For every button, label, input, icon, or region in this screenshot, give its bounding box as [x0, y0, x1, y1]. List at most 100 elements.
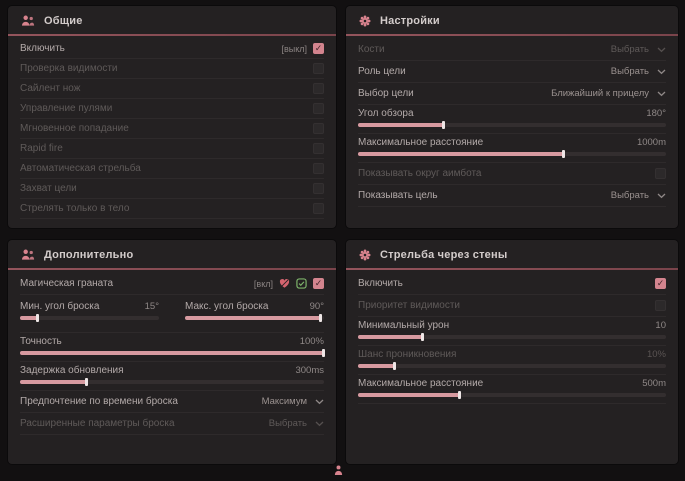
- panel-body: Включить Приоритет видимости Минимальный у…: [346, 270, 678, 464]
- row-advanced-throw-params[interactable]: Расширенные параметры броска Выбрать: [20, 413, 324, 435]
- slider[interactable]: [185, 314, 324, 322]
- panel-title: Дополнительно: [44, 249, 134, 261]
- row-target-select[interactable]: Выбор цели Ближайший к прицелу: [358, 83, 666, 105]
- slider-value: 1000m: [636, 137, 666, 148]
- dropdown[interactable]: Максимум: [262, 396, 324, 407]
- row-bullet-control[interactable]: Управление пулями: [20, 99, 324, 119]
- checkbox[interactable]: [313, 63, 324, 74]
- slider-handle[interactable]: [392, 362, 396, 370]
- checkbox[interactable]: [655, 300, 666, 311]
- row-instant-hit[interactable]: Мгновенное попадание: [20, 119, 324, 139]
- row-rapid-fire[interactable]: Rapid fire: [20, 139, 324, 159]
- chevron-down-icon: [657, 69, 666, 75]
- row-label: Автоматическая стрельба: [20, 163, 141, 174]
- slider[interactable]: [358, 121, 666, 129]
- row-label: Включить: [358, 278, 403, 289]
- row-label: Кости: [358, 44, 385, 55]
- row-target-role[interactable]: Роль цели Выбрать: [358, 61, 666, 83]
- slider[interactable]: [358, 362, 666, 370]
- row-label: Сайлент нож: [20, 83, 81, 94]
- row-visibility-priority[interactable]: Приоритет видимости: [358, 295, 666, 317]
- panel-grid: Общие Включить [выкл] Проверка видимости Са…: [8, 6, 678, 464]
- slider[interactable]: [358, 391, 666, 399]
- slider-handle[interactable]: [420, 333, 424, 341]
- slider-value: 15°: [144, 301, 159, 312]
- row-auto-fire[interactable]: Автоматическая стрельба: [20, 159, 324, 179]
- checkbox[interactable]: [313, 143, 324, 154]
- row-max-throw-angle: Макс. угол броска 90°: [185, 298, 324, 326]
- slider-handle[interactable]: [319, 314, 323, 322]
- checkbox[interactable]: [313, 278, 324, 289]
- row-penetration-chance: Шанс проникновения 10%: [358, 346, 666, 375]
- checkbox[interactable]: [655, 278, 666, 289]
- row-label: Выбор цели: [358, 88, 414, 99]
- dropdown-value: Выбрать: [610, 66, 649, 77]
- row-body-only[interactable]: Стрелять только в тело: [20, 199, 324, 219]
- panel-body: Магическая граната [вкл] Мин. угол броска 1…: [8, 270, 336, 464]
- slider-label: Минимальный урон: [358, 320, 450, 331]
- slider-value: 500m: [642, 378, 666, 389]
- slider[interactable]: [20, 378, 324, 386]
- dropdown[interactable]: Ближайший к прицелу: [551, 88, 666, 99]
- row-enable[interactable]: Включить [выкл]: [20, 39, 324, 59]
- row-target-lock[interactable]: Захват цели: [20, 179, 324, 199]
- slider[interactable]: [20, 349, 325, 357]
- heart-icon: [279, 278, 290, 289]
- slider-handle[interactable]: [457, 391, 461, 399]
- row-min-throw-angle: Мин. угол броска 15°: [20, 298, 159, 326]
- dropdown[interactable]: Выбрать: [611, 44, 666, 55]
- chevron-down-icon: [657, 91, 666, 97]
- slider[interactable]: [20, 314, 159, 322]
- row-throw-time-preference[interactable]: Предпочтение по времени броска Максимум: [20, 391, 324, 413]
- slider-handle[interactable]: [84, 378, 88, 386]
- header-accent-line: [346, 34, 678, 36]
- checkbox[interactable]: [313, 123, 324, 134]
- slider-handle[interactable]: [36, 314, 40, 322]
- row-enable[interactable]: Включить: [358, 273, 666, 295]
- slider-handle[interactable]: [322, 349, 325, 357]
- slider-label: Мин. угол броска: [20, 301, 100, 312]
- checkbox[interactable]: [313, 183, 324, 194]
- dropdown-value: Выбрать: [610, 44, 649, 55]
- row-label: Показывать округ аимбота: [358, 168, 482, 179]
- row-label: Показывать цель: [358, 190, 438, 201]
- checkbox[interactable]: [313, 163, 324, 174]
- row-magic-grenade[interactable]: Магическая граната [вкл]: [20, 273, 324, 295]
- slider-handle[interactable]: [562, 150, 566, 158]
- row-show-target[interactable]: Показывать цель Выбрать: [358, 185, 666, 207]
- dropdown[interactable]: Выбрать: [611, 66, 666, 77]
- row-label: Мгновенное попадание: [20, 123, 129, 134]
- slider-value: 100%: [299, 336, 324, 347]
- checkbox[interactable]: [655, 168, 666, 179]
- row-accuracy: Точность 100%: [20, 333, 325, 362]
- slider[interactable]: [358, 150, 666, 158]
- checkbox[interactable]: [313, 43, 324, 54]
- slider[interactable]: [358, 333, 666, 341]
- slider-handle[interactable]: [442, 121, 446, 129]
- chevron-down-icon: [315, 421, 324, 427]
- panel-general: Общие Включить [выкл] Проверка видимости Са…: [8, 6, 336, 228]
- checkbox[interactable]: [313, 103, 324, 114]
- checkbox[interactable]: [313, 83, 324, 94]
- row-label: Захват цели: [20, 183, 77, 194]
- slider-label: Точность: [20, 336, 62, 347]
- header-accent-line: [346, 268, 678, 270]
- checkbox[interactable]: [313, 203, 324, 214]
- row-update-delay: Задержка обновления 300ms: [20, 362, 324, 391]
- row-label: Проверка видимости: [20, 63, 118, 74]
- row-label: Приоритет видимости: [358, 300, 461, 311]
- row-show-aimbot-circle[interactable]: Показывать округ аимбота: [358, 163, 666, 185]
- panel-header: Дополнительно: [8, 240, 336, 268]
- slider-value: 10: [655, 320, 666, 331]
- dropdown[interactable]: Выбрать: [269, 418, 324, 429]
- people-icon: [21, 15, 35, 27]
- dropdown[interactable]: Выбрать: [611, 190, 666, 201]
- row-visibility-check[interactable]: Проверка видимости: [20, 59, 324, 79]
- row-silent-knife[interactable]: Сайлент нож: [20, 79, 324, 99]
- gear-icon: [359, 249, 371, 261]
- panel-title: Настройки: [380, 15, 440, 27]
- watermark-icon: [334, 463, 343, 481]
- row-bones[interactable]: Кости Выбрать: [358, 39, 666, 61]
- slider-label: Максимальное расстояние: [358, 378, 484, 389]
